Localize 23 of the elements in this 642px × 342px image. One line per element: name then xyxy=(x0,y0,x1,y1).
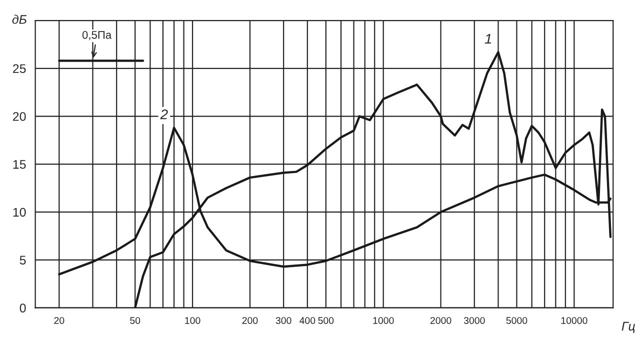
y-tick-label: 0 xyxy=(20,304,26,312)
x-tick-label: 50 xyxy=(130,317,140,324)
y-axis-title: дБ xyxy=(12,14,27,24)
x-tick-label: 3000 xyxy=(464,317,485,324)
x-tick-label: 20 xyxy=(54,317,64,324)
x-tick-label: 2000 xyxy=(430,317,452,324)
y-tick-label: 20 xyxy=(13,112,26,121)
x-tick-label: 5000 xyxy=(506,317,528,324)
series-label: 1 xyxy=(484,34,492,44)
annotation: 0,5Па xyxy=(82,30,112,40)
x-axis-title: Гц xyxy=(622,322,635,333)
x-tick-label: 300 xyxy=(276,317,292,324)
y-tick-label: 25 xyxy=(13,64,26,74)
x-tick-label: 100 xyxy=(185,317,200,324)
x-tick-label: 1000 xyxy=(373,317,394,324)
x-tick-label: 500 xyxy=(318,317,334,324)
y-tick-label: 5 xyxy=(20,256,26,265)
series-label: 2 xyxy=(160,109,168,120)
y-tick-label: 15 xyxy=(13,160,26,169)
y-tick-label: 10 xyxy=(13,208,26,217)
x-tick-label: 200 xyxy=(242,317,258,324)
x-tick-label: 400 xyxy=(300,317,316,324)
x-tick-label: 10000 xyxy=(561,317,588,324)
